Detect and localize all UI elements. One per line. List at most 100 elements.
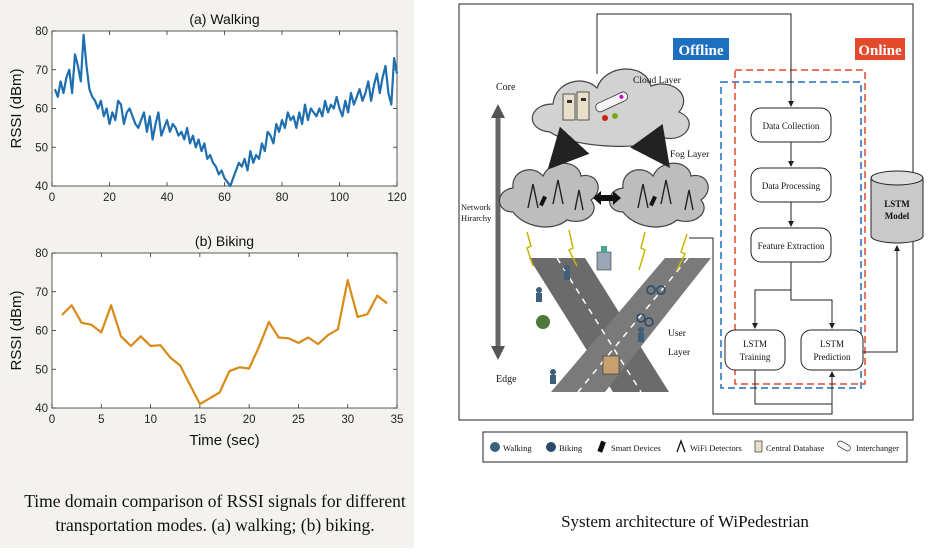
server-icon <box>576 91 590 121</box>
y-tick-label: 40 <box>35 181 48 193</box>
cloud-layer: Cloud Layer <box>531 68 690 147</box>
pedestrian-icons <box>536 265 644 384</box>
feature-extraction-label: Feature Extraction <box>758 241 825 251</box>
chart-caption: Time domain comparison of RSSI signals f… <box>20 489 410 537</box>
data-collection-box: Data Collection <box>750 107 832 143</box>
architecture-caption: System architecture of WiPedestrian <box>561 512 809 531</box>
y-tick-label: 40 <box>35 403 48 415</box>
lstm-model-database: LSTM Model <box>870 170 924 244</box>
architecture-diagram: Offline Online Core Network Hirarchy Edg… <box>458 3 924 531</box>
legend-label-interchanger: Interchanger <box>856 443 899 453</box>
legend-label-biking: Biking <box>559 443 583 453</box>
legend-item-smart-devices: Smart Devices <box>597 440 661 453</box>
lstm-model-label-line1: LSTM <box>884 199 910 209</box>
chart-title: (b) Biking <box>195 233 254 249</box>
y-tick-label: 60 <box>35 104 48 116</box>
x-tick-label: 30 <box>341 414 354 426</box>
interchanger-icon <box>595 91 629 113</box>
hierarchy-label-line2: Hirarchy <box>461 213 492 223</box>
x-tick-label: 0 <box>49 414 55 426</box>
fog-cloud-left <box>498 162 599 228</box>
x-tick-label: 5 <box>98 414 104 426</box>
data-collection-label: Data Collection <box>763 121 820 131</box>
online-region <box>734 69 866 385</box>
building-icons <box>536 246 620 375</box>
x-tick-label: 25 <box>292 414 305 426</box>
legend-item-interchanger: Interchanger <box>837 440 899 453</box>
plot-area <box>51 30 398 187</box>
y-tick-label: 60 <box>35 326 48 338</box>
lstm-training-box: LSTM Training <box>724 329 786 371</box>
y-axis-label: RSSI (dBm) <box>8 290 25 370</box>
lstm-prediction-label-line2: Prediction <box>814 352 851 362</box>
y-tick-label: 80 <box>35 248 48 260</box>
cloud-to-fog-left-arrow <box>547 126 590 170</box>
lstm-prediction-box: LSTM Prediction <box>800 329 864 371</box>
chart-caption-line2: transportation modes. (a) walking; (b) b… <box>55 515 375 535</box>
chart-caption-line1: Time domain comparison of RSSI signals f… <box>24 491 406 511</box>
y-tick-label: 70 <box>35 287 48 299</box>
hierarchy-arrow-down-icon <box>491 346 505 360</box>
x-tick-label: 15 <box>193 414 206 426</box>
edge-label: Edge <box>496 374 517 385</box>
y-tick-label: 50 <box>35 142 48 154</box>
y-tick-label: 80 <box>35 26 48 38</box>
x-tick-label: 10 <box>144 414 157 426</box>
fog-interconnect-arrow <box>593 191 621 205</box>
x-tick-label: 100 <box>330 192 349 204</box>
walking-chart: 0 20 40 60 80 100 120 40 50 60 70 80 (a) Walking RSSI… <box>8 11 407 204</box>
legend-label-walking: Walking <box>503 443 532 453</box>
legend-item-wifi-detectors: WiFi Detectors <box>676 439 742 453</box>
offline-label: Offline <box>673 38 729 60</box>
pipeline-connectors <box>596 13 900 415</box>
feature-extraction-box: Feature Extraction <box>750 227 832 263</box>
online-label-text: Online <box>858 43 902 59</box>
x-tick-label: 60 <box>218 192 231 204</box>
cloud-to-fog-right-arrow <box>630 123 670 169</box>
x-tick-label: 80 <box>276 192 289 204</box>
legend-label-smart-devices: Smart Devices <box>611 443 661 453</box>
y-axis-label: RSSI (dBm) <box>8 68 25 148</box>
series-line-walking <box>53 33 399 188</box>
data-processing-label: Data Processing <box>762 181 821 191</box>
legend-item-walking: Walking <box>490 442 532 453</box>
user-layer-label-line1: User <box>668 329 687 339</box>
lstm-model-label-line2: Model <box>885 211 910 221</box>
x-tick-label: 40 <box>161 192 174 204</box>
legend-label-wifi-detectors: WiFi Detectors <box>690 443 742 453</box>
lstm-training-label-line1: LSTM <box>743 339 767 349</box>
y-tick-label: 70 <box>35 65 48 77</box>
fog-cloud-right <box>608 162 709 228</box>
data-processing-box: Data Processing <box>750 167 832 203</box>
plot-area <box>51 252 398 409</box>
cloud-layer-label: Cloud Layer <box>633 76 682 86</box>
hierarchy-label-line1: Network <box>461 202 491 212</box>
x-tick-label: 120 <box>387 192 406 204</box>
x-tick-label: 0 <box>49 192 55 204</box>
x-tick-label: 20 <box>243 414 256 426</box>
user-layer-roads <box>529 257 711 393</box>
core-label: Core <box>496 82 516 93</box>
lstm-prediction-label-line1: LSTM <box>820 339 844 349</box>
hierarchy-arrow-up-icon <box>491 104 505 118</box>
wireless-links <box>526 229 688 271</box>
legend-item-central-database: Central Database <box>754 440 825 453</box>
legend-label-central-database: Central Database <box>766 443 825 453</box>
series-line-biking <box>61 279 388 406</box>
biking-chart: 0 5 10 15 20 25 30 35 40 50 60 70 80 (b) Biking RSSI (… <box>8 233 403 449</box>
legend-item-biking: Biking <box>546 442 583 453</box>
offline-label-text: Offline <box>679 43 724 59</box>
architecture-panel: Offline Online Core Network Hirarchy Edg… <box>455 0 938 548</box>
online-label: Online <box>855 38 905 60</box>
server-icon <box>562 93 576 121</box>
y-tick-label: 50 <box>35 364 48 376</box>
x-tick-label: 35 <box>391 414 404 426</box>
user-layer-label-line2: Layer <box>668 348 691 358</box>
x-axis-label: Time (sec) <box>189 432 259 449</box>
fog-layer-label: Fog Layer <box>670 150 710 160</box>
x-tick-label: 20 <box>103 192 116 204</box>
rssi-chart-panel: 0 20 40 60 80 100 120 40 50 60 70 80 (a) Walking RSSI… <box>0 0 414 548</box>
bike-icons <box>636 285 666 327</box>
chart-title: (a) Walking <box>189 11 259 27</box>
